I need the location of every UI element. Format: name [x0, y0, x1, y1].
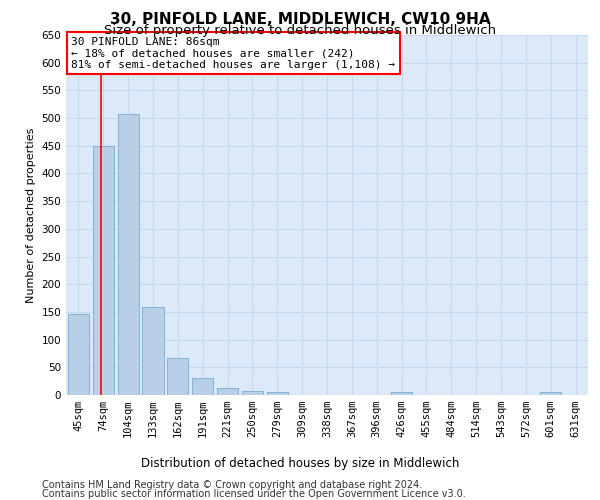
Text: Size of property relative to detached houses in Middlewich: Size of property relative to detached ho…: [104, 24, 496, 37]
Text: 30, PINFOLD LANE, MIDDLEWICH, CW10 9HA: 30, PINFOLD LANE, MIDDLEWICH, CW10 9HA: [110, 12, 490, 28]
Y-axis label: Number of detached properties: Number of detached properties: [26, 128, 36, 302]
Bar: [93, 146, 114, 395]
Bar: [391, 392, 412, 395]
Bar: [267, 392, 288, 395]
Bar: [167, 358, 188, 395]
Bar: [192, 378, 213, 395]
Bar: [142, 308, 164, 395]
Bar: [242, 390, 263, 395]
Text: Contains HM Land Registry data © Crown copyright and database right 2024.: Contains HM Land Registry data © Crown c…: [42, 480, 422, 490]
Bar: [217, 388, 238, 395]
Bar: [68, 314, 89, 395]
Bar: [540, 392, 561, 395]
Bar: [118, 114, 139, 395]
Text: 30 PINFOLD LANE: 86sqm
← 18% of detached houses are smaller (242)
81% of semi-de: 30 PINFOLD LANE: 86sqm ← 18% of detached…: [71, 37, 395, 70]
Text: Contains public sector information licensed under the Open Government Licence v3: Contains public sector information licen…: [42, 489, 466, 499]
Text: Distribution of detached houses by size in Middlewich: Distribution of detached houses by size …: [141, 458, 459, 470]
